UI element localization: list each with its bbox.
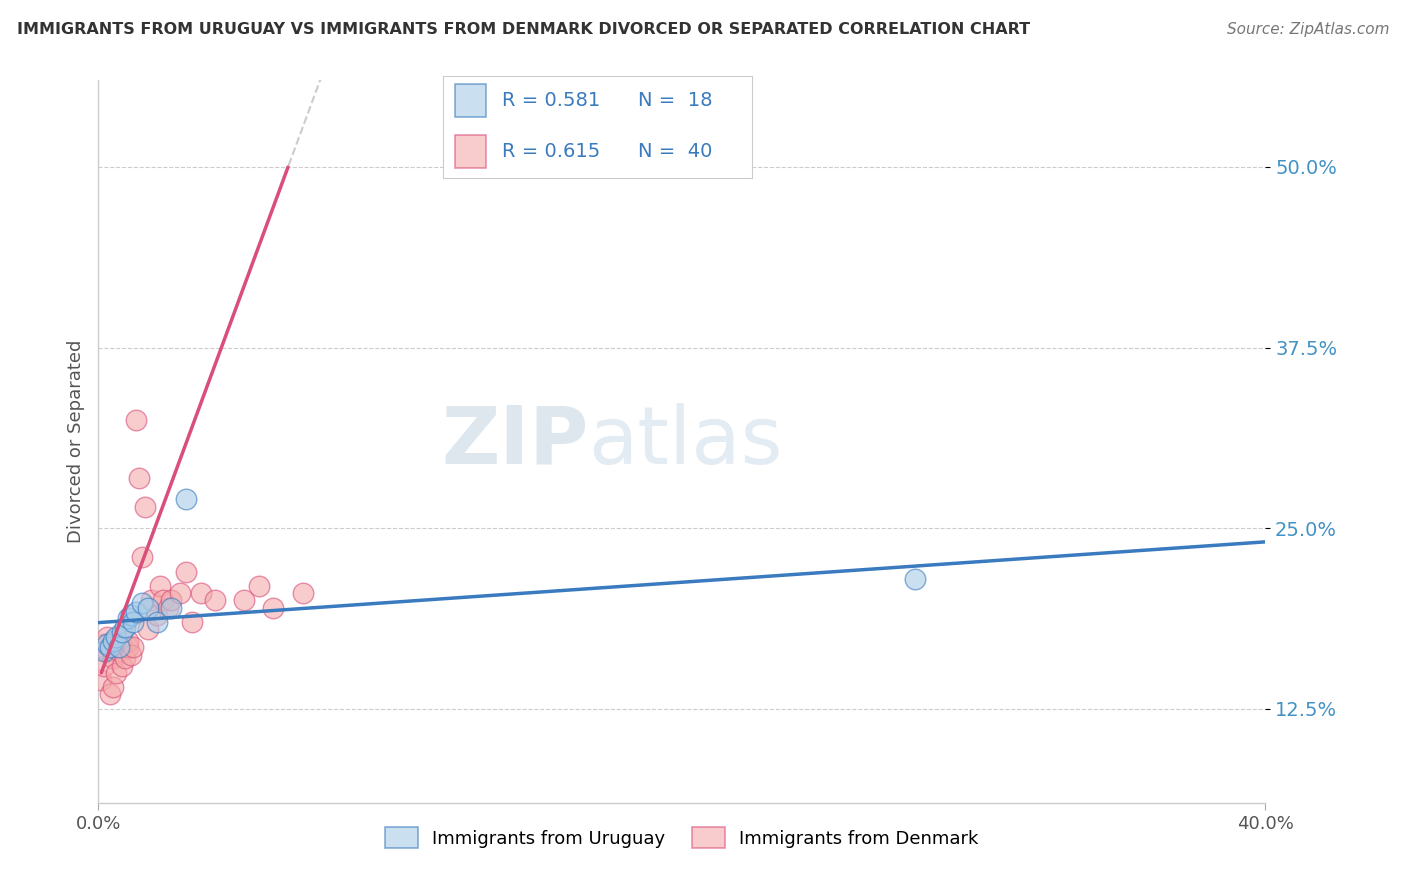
Text: IMMIGRANTS FROM URUGUAY VS IMMIGRANTS FROM DENMARK DIVORCED OR SEPARATED CORRELA: IMMIGRANTS FROM URUGUAY VS IMMIGRANTS FR… <box>17 22 1031 37</box>
Point <box>96 637 118 651</box>
Point <box>117 611 139 625</box>
Point <box>149 579 172 593</box>
Point <box>157 600 180 615</box>
Point <box>125 413 148 427</box>
Point <box>96 644 118 658</box>
Point <box>233 593 256 607</box>
Point <box>180 615 202 630</box>
Point <box>104 665 127 680</box>
Point <box>174 492 197 507</box>
Point <box>111 640 134 654</box>
Point <box>101 634 124 648</box>
Text: R = 0.615: R = 0.615 <box>502 142 600 161</box>
Point <box>128 471 150 485</box>
Point <box>146 607 169 622</box>
Point <box>93 637 115 651</box>
Y-axis label: Divorced or Separated: Divorced or Separated <box>66 340 84 543</box>
Point <box>104 630 127 644</box>
Point <box>98 687 121 701</box>
Point <box>134 500 156 514</box>
Point <box>174 565 197 579</box>
Point <box>101 651 124 665</box>
Point <box>111 658 134 673</box>
Point <box>131 596 153 610</box>
Text: N =  18: N = 18 <box>638 91 713 110</box>
Point <box>139 593 162 607</box>
Text: R = 0.581: R = 0.581 <box>502 91 600 110</box>
Point <box>108 644 131 658</box>
Point <box>136 600 159 615</box>
Point <box>114 619 136 633</box>
Point <box>136 623 159 637</box>
Point <box>125 605 148 619</box>
Point <box>98 640 121 654</box>
Text: ZIP: ZIP <box>441 402 589 481</box>
Point <box>108 640 131 654</box>
Point <box>146 615 169 630</box>
Point <box>117 640 139 654</box>
Point <box>169 586 191 600</box>
Point <box>904 572 927 586</box>
Point <box>120 607 142 622</box>
Point <box>114 651 136 665</box>
Bar <box>456 136 486 168</box>
Text: Source: ZipAtlas.com: Source: ZipAtlas.com <box>1226 22 1389 37</box>
Point <box>122 640 145 654</box>
Point <box>96 630 118 644</box>
Point <box>93 658 115 673</box>
Point <box>108 637 131 651</box>
Point <box>90 673 112 687</box>
Point <box>93 644 115 658</box>
Point <box>160 600 183 615</box>
Text: atlas: atlas <box>589 402 783 481</box>
Point <box>131 550 153 565</box>
Point <box>262 600 284 615</box>
Point <box>247 579 270 593</box>
Point <box>98 640 121 654</box>
Point <box>120 648 142 663</box>
Point <box>117 634 139 648</box>
Point <box>104 634 127 648</box>
Text: N =  40: N = 40 <box>638 142 711 161</box>
Point <box>122 615 145 630</box>
Legend: Immigrants from Uruguay, Immigrants from Denmark: Immigrants from Uruguay, Immigrants from… <box>378 820 986 855</box>
Bar <box>456 84 486 117</box>
Point <box>111 625 134 640</box>
Point <box>190 586 212 600</box>
Point <box>160 593 183 607</box>
Point <box>204 593 226 607</box>
Point <box>152 593 174 607</box>
Point <box>101 680 124 694</box>
Point <box>291 586 314 600</box>
